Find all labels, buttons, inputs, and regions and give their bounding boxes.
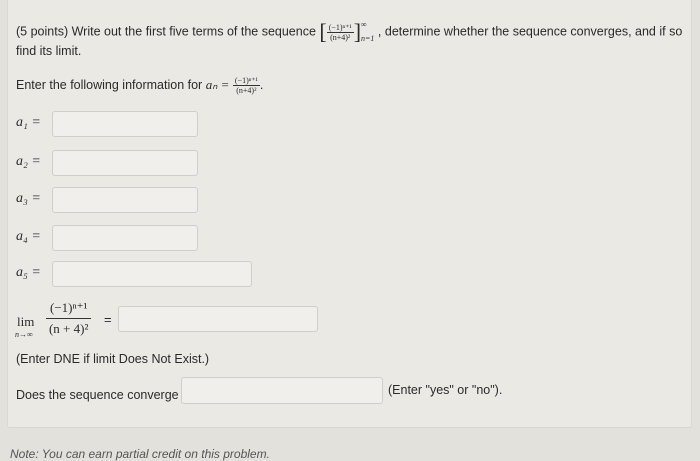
an-numerator: (−1)ⁿ⁺¹ — [232, 76, 260, 86]
sequence-fraction: (−1)ⁿ⁺¹ (n+4)² — [326, 22, 354, 42]
lim-text: lim — [17, 314, 35, 329]
a4-input[interactable] — [52, 225, 198, 251]
limit-equals: = — [104, 312, 112, 327]
an-fraction: (−1)ⁿ⁺¹ (n+4)² — [232, 76, 260, 95]
a2-input[interactable] — [52, 150, 198, 176]
question-continuation: , determine whether the sequence converg… — [377, 24, 683, 39]
bracket-left: [ — [319, 19, 327, 44]
question-line-2: find its limit. — [16, 44, 82, 58]
a5-input[interactable] — [52, 261, 252, 287]
limit-denominator: (n + 4)² — [48, 321, 89, 336]
a1-label: a₁ = — [16, 115, 41, 130]
limit-numerator: (−1)ⁿ⁺¹ — [46, 300, 92, 319]
question-intro: (5 points) Write out the first five term… — [16, 24, 316, 39]
sequence-denominator: (n+4)² — [330, 32, 351, 42]
enter-info-text: Enter the following information for — [16, 77, 203, 92]
a3-label: a₃ = — [16, 191, 41, 206]
sequence-numerator: (−1)ⁿ⁺¹ — [326, 22, 354, 33]
a3-input[interactable] — [52, 187, 198, 213]
a2-label: a₂ = — [16, 154, 41, 169]
a1-input[interactable] — [52, 111, 198, 137]
converge-label: Does the sequence converge — [16, 388, 179, 402]
converge-input[interactable] — [181, 377, 383, 404]
sequence-upper: ∞ — [361, 20, 367, 29]
a4-label: a₄ = — [16, 229, 41, 244]
partial-credit-note: Note: You can earn partial credit on thi… — [10, 447, 270, 461]
enter-info-line: Enter the following information for aₙ =… — [16, 76, 264, 95]
question-line-1: (5 points) Write out the first five term… — [16, 18, 682, 46]
a5-label: a₅ = — [16, 265, 41, 280]
limit-fraction: (−1)ⁿ⁺¹ (n + 4)² — [46, 300, 92, 337]
an-label: aₙ = — [205, 76, 230, 92]
converge-hint: (Enter "yes" or "no"). — [388, 383, 503, 397]
limit-hint: (Enter DNE if limit Does Not Exist.) — [16, 352, 210, 366]
problem-panel — [7, 0, 692, 428]
an-denominator: (n+4)² — [236, 86, 257, 95]
lim-subscript: n→∞ — [15, 330, 33, 339]
limit-input[interactable] — [118, 306, 318, 332]
sequence-lower: n=1 — [361, 34, 375, 43]
bracket-right: ] — [353, 19, 362, 44]
